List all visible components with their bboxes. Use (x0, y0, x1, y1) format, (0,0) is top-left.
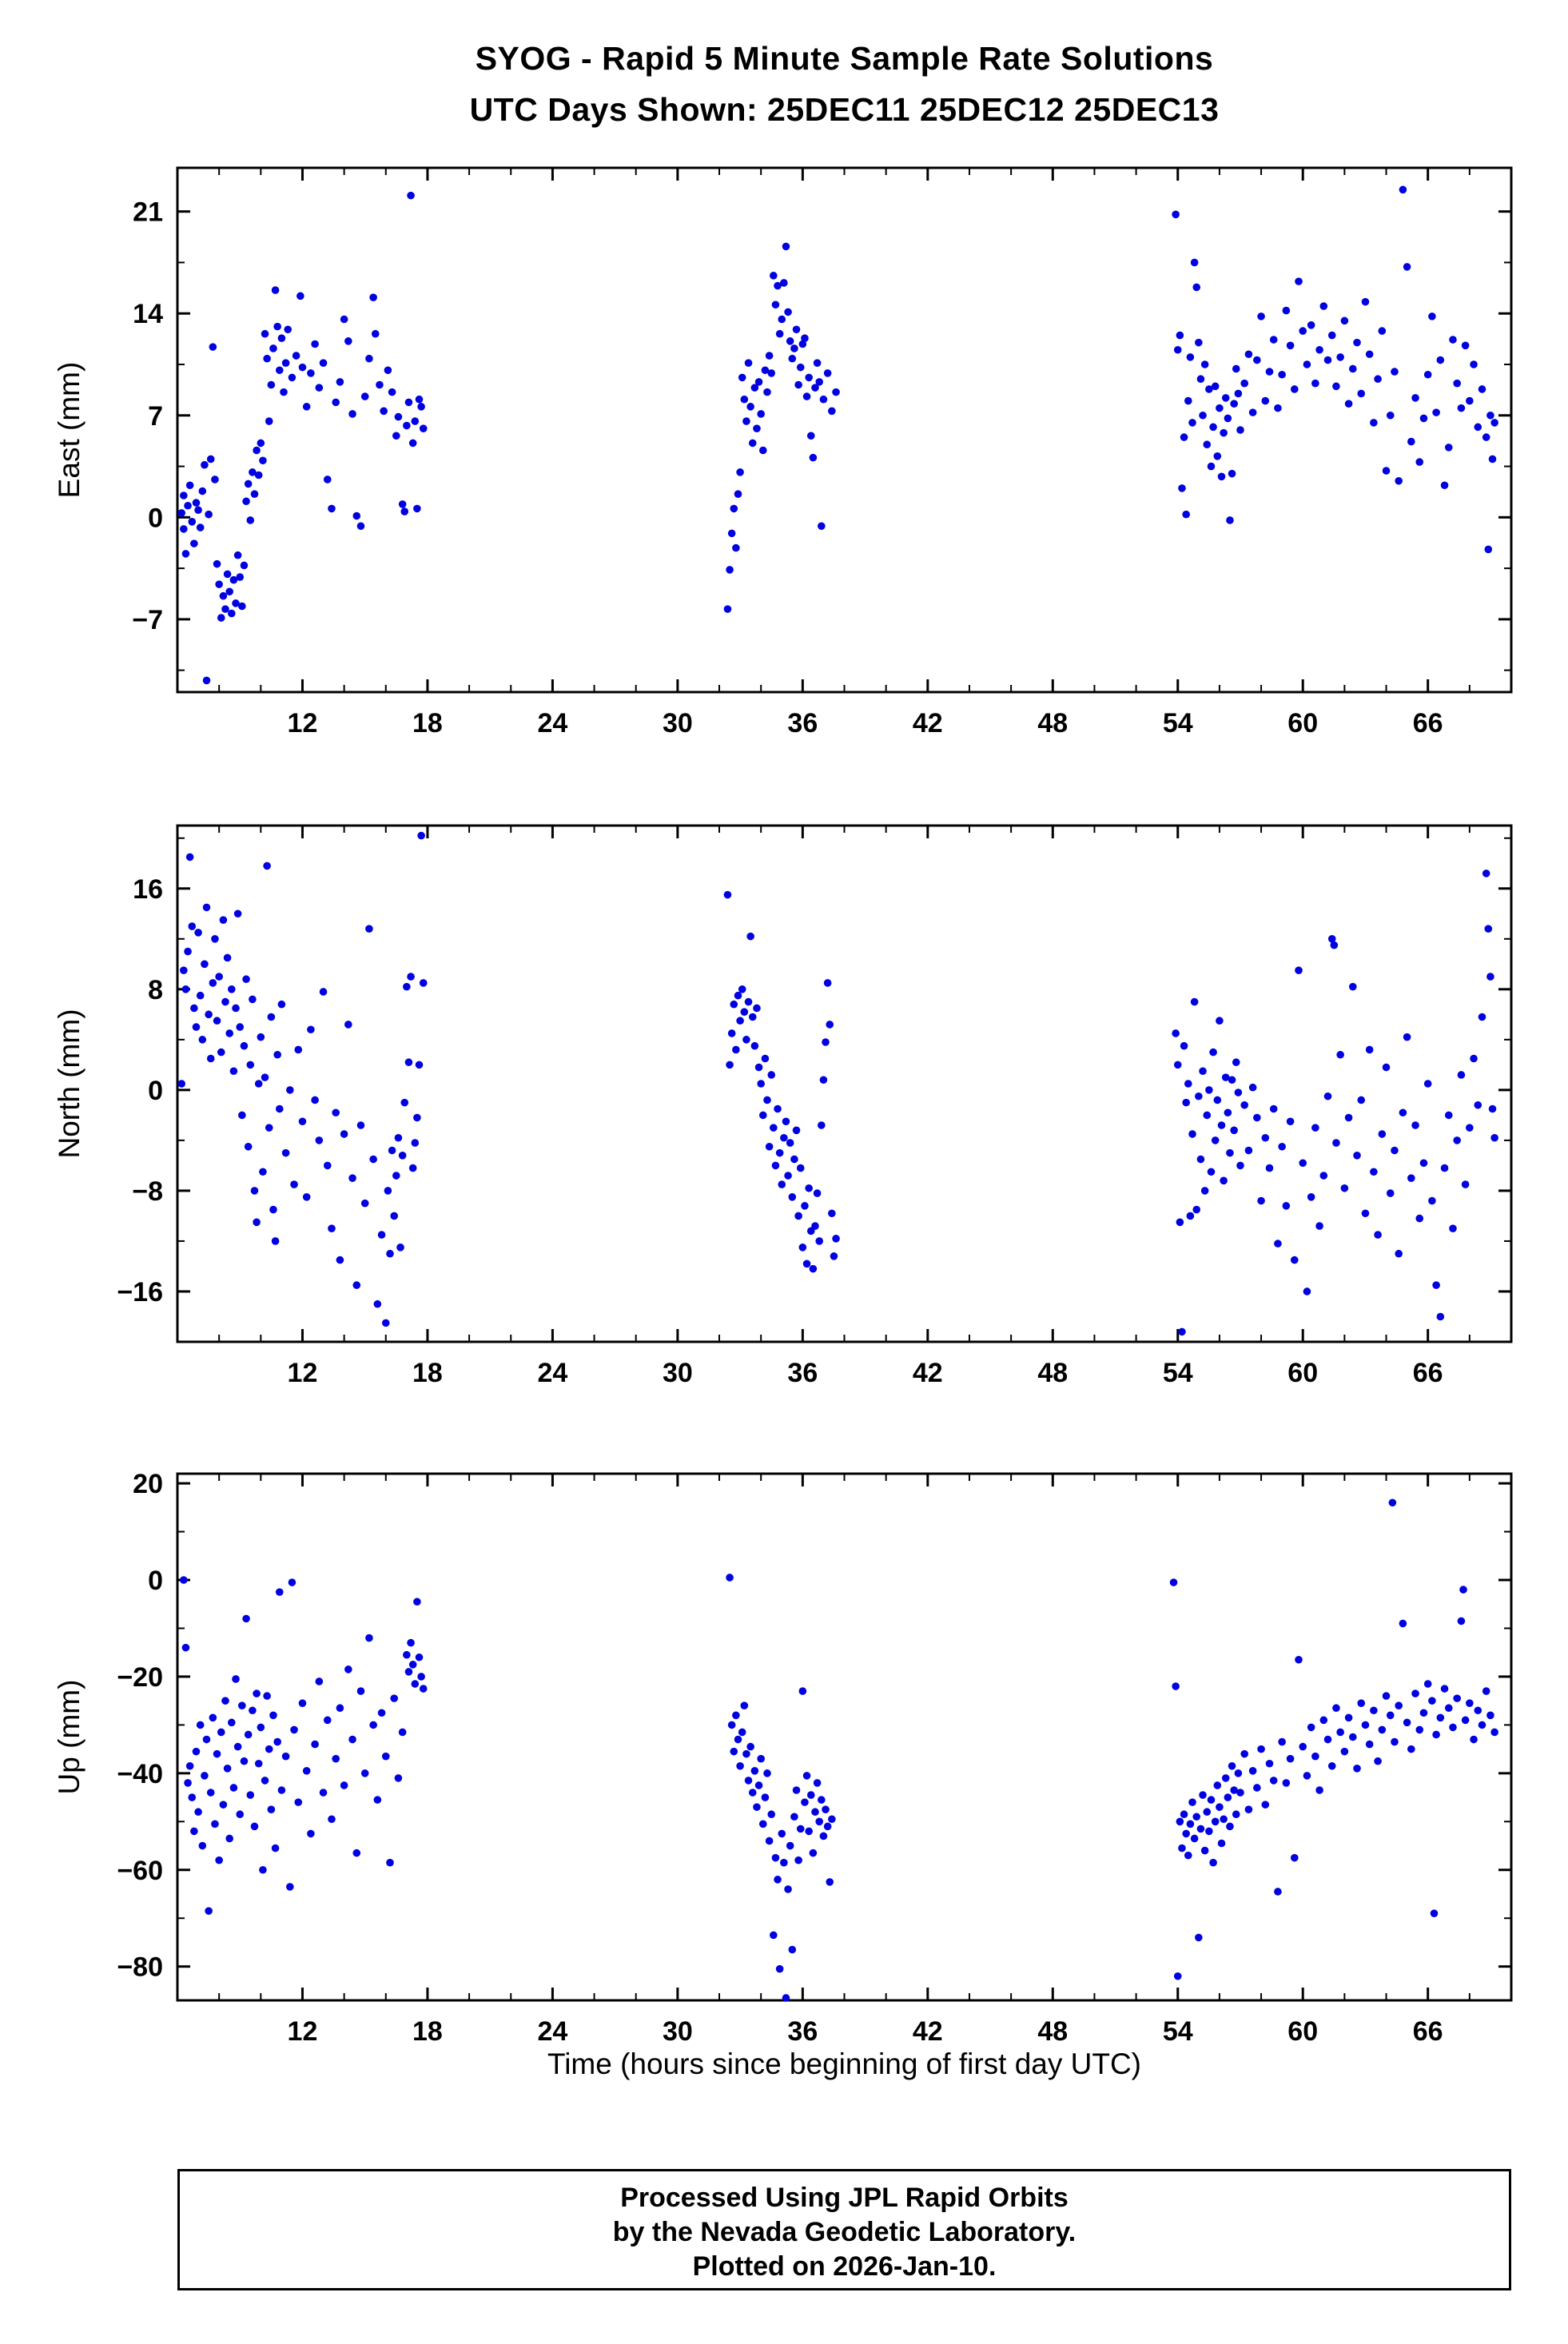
svg-text:60: 60 (1287, 1358, 1318, 1388)
svg-text:12: 12 (288, 708, 318, 738)
svg-text:24: 24 (537, 708, 567, 738)
svg-text:66: 66 (1413, 2016, 1443, 2047)
svg-text:42: 42 (913, 2016, 943, 2047)
svg-text:66: 66 (1413, 1358, 1443, 1388)
svg-text:30: 30 (663, 2016, 693, 2047)
svg-text:48: 48 (1037, 1358, 1068, 1388)
svg-text:0: 0 (148, 1566, 163, 1596)
svg-text:36: 36 (787, 708, 818, 738)
svg-text:12: 12 (288, 2016, 318, 2047)
svg-text:14: 14 (133, 299, 163, 329)
svg-text:60: 60 (1287, 2016, 1318, 2047)
svg-text:−7: −7 (132, 605, 163, 635)
y-axis-title-east: East (mm) (53, 361, 86, 499)
footer-line1: Processed Using JPL Rapid Orbits (620, 2183, 1069, 2213)
svg-text:24: 24 (537, 1358, 567, 1388)
svg-text:66: 66 (1413, 708, 1443, 738)
x-axis-title: Time (hours since beginning of first day… (547, 2048, 1142, 2080)
svg-text:20: 20 (133, 1469, 163, 1499)
svg-text:−8: −8 (132, 1176, 163, 1207)
svg-text:16: 16 (133, 874, 163, 905)
svg-text:18: 18 (412, 708, 443, 738)
svg-text:42: 42 (913, 708, 943, 738)
svg-text:−60: −60 (117, 1856, 163, 1886)
svg-text:−40: −40 (117, 1759, 163, 1789)
svg-text:54: 54 (1163, 708, 1193, 738)
svg-text:36: 36 (787, 1358, 818, 1388)
svg-text:21: 21 (133, 197, 163, 228)
svg-text:12: 12 (288, 1358, 318, 1388)
svg-text:48: 48 (1037, 708, 1068, 738)
footer-line3: Plotted on 2026-Jan-10. (692, 2251, 997, 2282)
svg-text:−80: −80 (117, 1952, 163, 1983)
svg-text:24: 24 (537, 2016, 567, 2047)
svg-text:54: 54 (1163, 2016, 1193, 2047)
svg-text:−16: −16 (117, 1277, 163, 1307)
svg-text:48: 48 (1037, 2016, 1068, 2047)
svg-text:8: 8 (148, 975, 163, 1005)
chart-title-line1: SYOG - Rapid 5 Minute Sample Rate Soluti… (475, 40, 1214, 77)
svg-text:0: 0 (148, 1076, 163, 1106)
chart-title-line2: UTC Days Shown: 25DEC11 25DEC12 25DEC13 (469, 91, 1220, 128)
footer-box: Processed Using JPL Rapid Orbits by the … (177, 2169, 1511, 2290)
y-axis-title-up: Up (mm) (53, 1679, 86, 1795)
svg-text:−20: −20 (117, 1662, 163, 1693)
svg-text:18: 18 (412, 1358, 443, 1388)
svg-text:7: 7 (148, 401, 163, 432)
svg-text:0: 0 (148, 503, 163, 533)
footer-line2: by the Nevada Geodetic Laboratory. (612, 2217, 1077, 2248)
svg-text:42: 42 (913, 1358, 943, 1388)
svg-text:54: 54 (1163, 1358, 1193, 1388)
svg-text:30: 30 (663, 1358, 693, 1388)
svg-text:60: 60 (1287, 708, 1318, 738)
svg-text:18: 18 (412, 2016, 443, 2047)
y-axis-title-north: North (mm) (53, 1009, 86, 1159)
svg-text:30: 30 (663, 708, 693, 738)
svg-text:36: 36 (787, 2016, 818, 2047)
